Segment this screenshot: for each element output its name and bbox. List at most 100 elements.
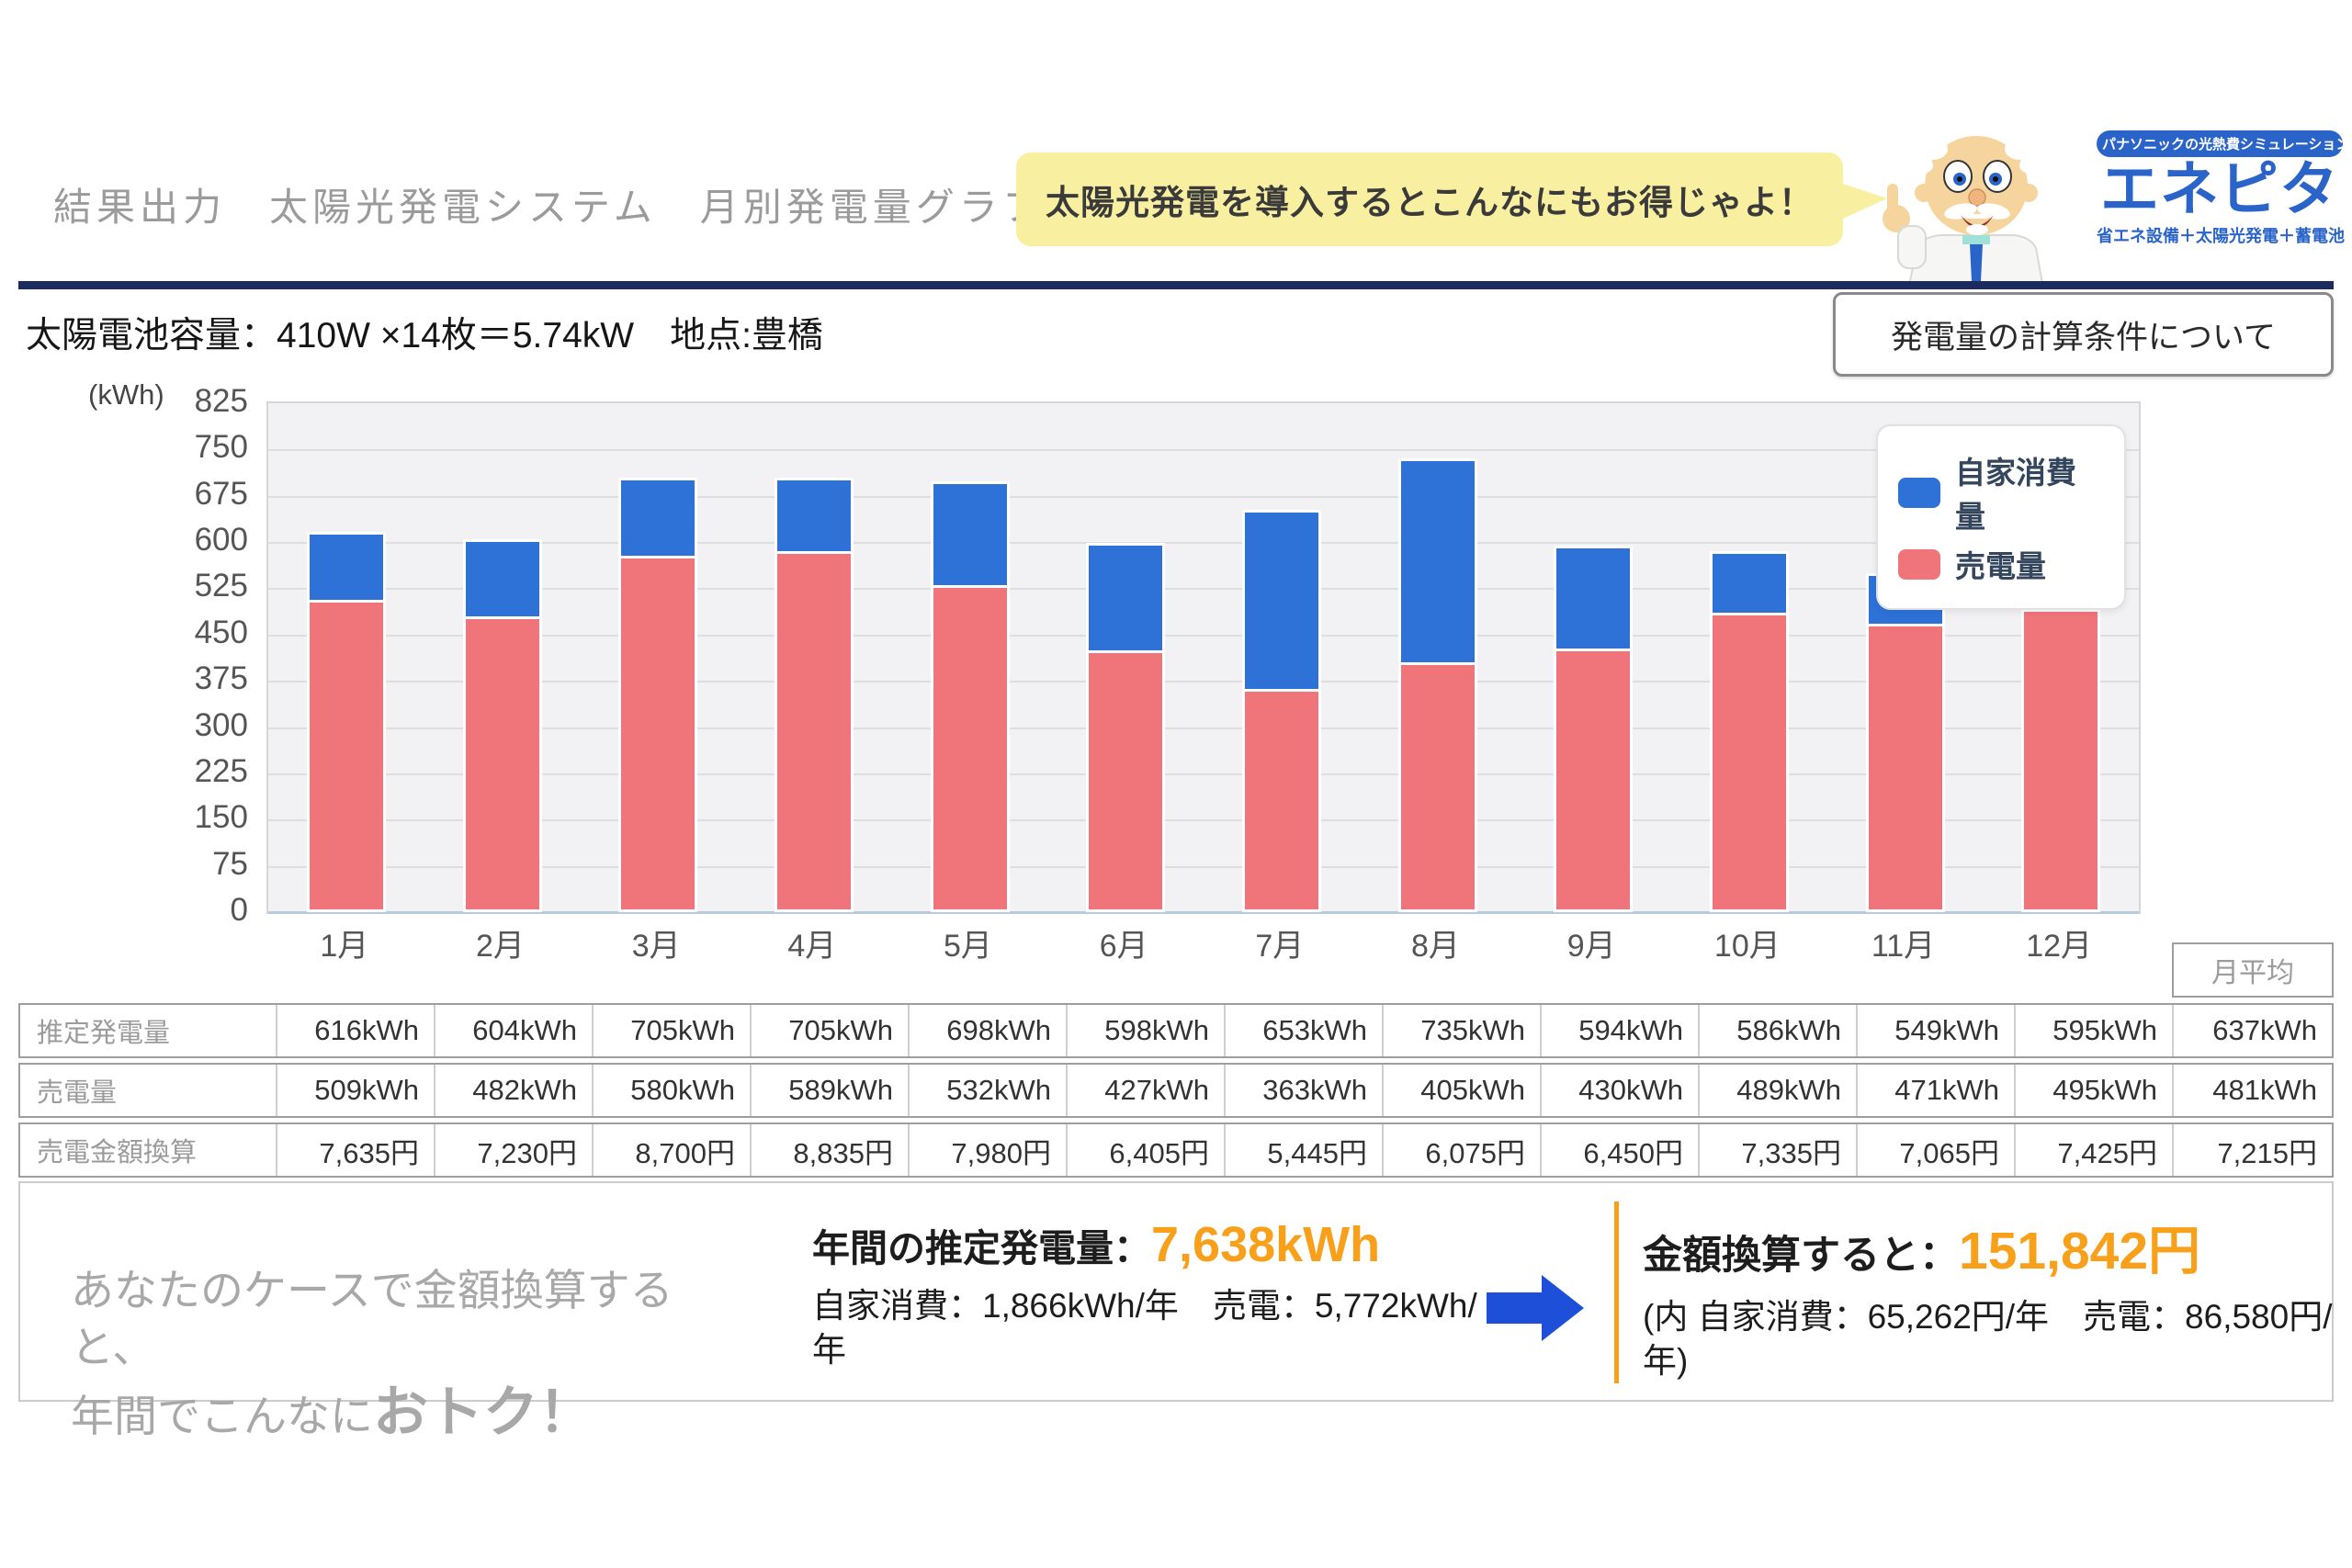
money-conversion-block: 金額換算すると：151,842円 (内 自家消費：65,262円/年 売電：86… <box>1643 1209 2341 1383</box>
logo-tagline-bottom: 省エネ設備＋太陽光発電＋蓄電池 <box>2097 226 2345 245</box>
stacked-bar-3月 <box>618 477 698 912</box>
legend-swatch <box>1898 548 1940 580</box>
table-cell: 495kWh <box>2014 1065 2172 1116</box>
row-label: 売電金額換算 <box>37 1138 198 1168</box>
stacked-bar-6月 <box>1086 543 1166 912</box>
speech-bubble-text: 太陽光発電を導入するとこんなにもお得じゃよ！ <box>1046 184 1814 221</box>
savings-note: あなたのケースで金額換算する と、 年間でこんなにおトク！ <box>71 1205 673 1449</box>
y-tick-label: 150 <box>194 799 248 836</box>
y-tick-label: 750 <box>194 429 248 466</box>
table-row: 推定発電量 616kWh 604kWh 705kWh 705kWh 698kWh 598kW… <box>18 1003 2334 1058</box>
sold-power-segment <box>1868 626 1942 909</box>
speech-bubble-tail <box>1843 184 1887 219</box>
stacked-bar-10月 <box>1709 550 1789 912</box>
x-tick-label: 9月 <box>1566 929 1616 964</box>
stacked-bar-7月 <box>1241 509 1321 912</box>
table-cell: 598kWh <box>1066 1005 1224 1056</box>
table-cell: 604kWh <box>434 1005 592 1056</box>
stacked-bar-8月 <box>1397 458 1477 912</box>
header-divider <box>18 281 2334 289</box>
y-tick-label: 300 <box>194 706 248 743</box>
y-axis: 825 750 675 600 525 450 375 300 225 150 75 0 <box>101 383 248 928</box>
gridline <box>268 634 2139 637</box>
stacked-bar-9月 <box>1554 546 1634 912</box>
y-tick-label: 675 <box>194 475 248 512</box>
table-cell: 532kWh <box>908 1065 1066 1116</box>
x-tick-label: 10月 <box>1713 929 1781 964</box>
table-cell: 7,425円 <box>2014 1124 2172 1176</box>
calc-conditions-button[interactable]: 発電量の計算条件について <box>1833 292 2334 377</box>
x-axis-baseline <box>268 911 2139 914</box>
annual-generation-value: 7,638kWh <box>1151 1217 1381 1272</box>
gridline <box>268 542 2139 545</box>
y-tick-label: 225 <box>194 752 248 789</box>
gridline <box>268 773 2139 775</box>
table-cell: 427kWh <box>1066 1065 1224 1116</box>
row-label: 推定発電量 <box>37 1019 171 1048</box>
orange-divider <box>1614 1201 1619 1383</box>
sold-power-segment <box>621 558 695 909</box>
self-consumption-segment <box>1244 512 1318 692</box>
table-cell: 430kWh <box>1540 1065 1698 1116</box>
savings-note-text: あなたのケースで金額換算する と、 年間でこんなに <box>71 1266 673 1441</box>
table-cell: 705kWh <box>592 1005 750 1056</box>
table-cell: 7,065円 <box>1856 1124 2014 1176</box>
table-cell: 509kWh <box>276 1065 434 1116</box>
sold-power-segment <box>776 553 851 909</box>
annual-generation-label: 年間の推定発電量： <box>812 1227 1151 1269</box>
y-tick-label: 450 <box>194 614 248 650</box>
doctor-mascot <box>1867 112 2098 289</box>
gridline <box>268 865 2139 868</box>
sold-power-segment <box>465 619 539 909</box>
gridline <box>268 819 2139 822</box>
table-cell: 6,450円 <box>1540 1124 1698 1176</box>
table-cell: 471kWh <box>1856 1065 2014 1116</box>
stacked-bar-5月 <box>930 481 1010 912</box>
sold-power-segment <box>2024 611 2098 909</box>
table-cell: 6,075円 <box>1382 1124 1540 1176</box>
x-tick-label: 11月 <box>1871 929 1936 964</box>
annual-generation-detail: 自家消費：1,866kWh/年 売電：5,772kWh/ 年 <box>812 1287 1477 1370</box>
self-consumption-segment <box>465 542 539 620</box>
results-table: 推定発電量 616kWh 604kWh 705kWh 705kWh 698kWh 598kW… <box>18 1003 2334 1182</box>
legend-item: 売電量 <box>1898 542 2104 586</box>
y-tick-label: 0 <box>230 892 248 928</box>
monthly-average-cell: 637kWh <box>2172 1005 2332 1056</box>
page-title: 太陽電池容量：410W ×14枚＝5.74kW 地点:豊橋 <box>26 316 823 355</box>
x-axis: 1月 2月 3月 4月 5月 6月 7月 8月 9月 10月 11月 12月 <box>266 920 2141 964</box>
stacked-bar-1月 <box>306 532 386 912</box>
y-tick-label: 525 <box>194 568 248 604</box>
stacked-bar-2月 <box>462 539 542 912</box>
breadcrumb: 結果出力 太陽光発電システム 月別発電量グラフ <box>53 186 1046 229</box>
table-cell: 405kWh <box>1382 1065 1540 1116</box>
table-cell: 580kWh <box>592 1065 750 1116</box>
y-tick-label: 825 <box>194 383 248 419</box>
sold-power-segment <box>1400 665 1475 909</box>
gridline <box>268 727 2139 729</box>
y-tick-label: 75 <box>212 845 248 882</box>
table-cell: 735kWh <box>1382 1005 1540 1056</box>
legend-label: 自家消費量 <box>1955 456 2076 534</box>
x-tick-label: 4月 <box>787 929 837 964</box>
right-arrow-icon <box>1487 1275 1588 1346</box>
chart-legend: 自家消費量売電量 <box>1876 424 2126 610</box>
table-cell: 698kWh <box>908 1005 1066 1056</box>
monthly-average-cell: 7,215円 <box>2172 1124 2332 1176</box>
table-cell: 5,445円 <box>1224 1124 1382 1176</box>
table-cell: 653kWh <box>1224 1005 1382 1056</box>
sold-power-segment <box>1556 650 1631 909</box>
money-conversion-label: 金額換算すると： <box>1643 1234 1959 1278</box>
sold-power-segment <box>1089 652 1163 909</box>
annual-generation-block: 年間の推定発電量：7,638kWh 自家消費：1,866kWh/年 売電：5,7… <box>812 1216 1510 1372</box>
table-cell: 595kWh <box>2014 1005 2172 1056</box>
sold-power-segment <box>933 588 1007 909</box>
self-consumption-segment <box>309 535 383 604</box>
self-consumption-segment <box>933 484 1007 589</box>
self-consumption-segment <box>1712 553 1786 615</box>
sold-power-segment <box>1244 691 1318 909</box>
table-row: 売電量 509kWh 482kWh 580kWh 589kWh 532kWh 427kWh 3… <box>18 1063 2334 1118</box>
table-cell: 549kWh <box>1856 1005 2014 1056</box>
table-cell: 7,230円 <box>434 1124 592 1176</box>
table-cell: 8,700円 <box>592 1124 750 1176</box>
gridline <box>268 588 2139 591</box>
